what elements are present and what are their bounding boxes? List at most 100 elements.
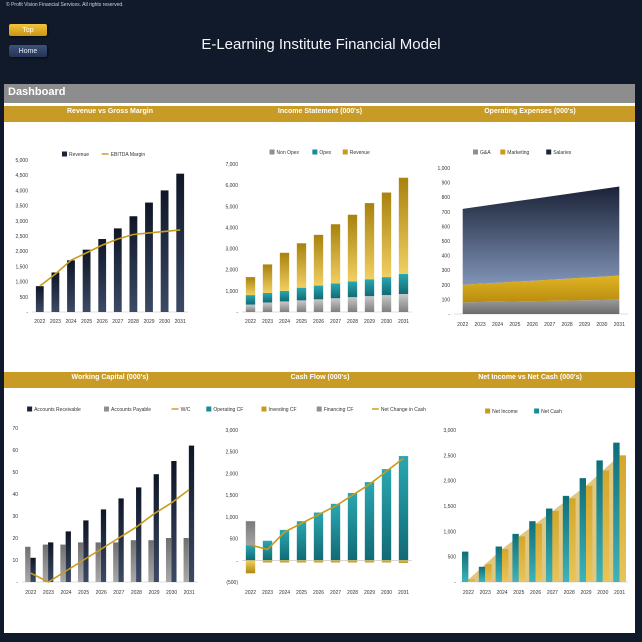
revenue-bar — [313, 234, 324, 286]
y-tick-label: 1,500 — [225, 493, 238, 499]
y-tick-label: 4,000 — [225, 225, 238, 231]
y-tick-label: 60 — [12, 448, 18, 454]
y-tick-label: (500) — [226, 580, 238, 586]
y-tick-label: 2,500 — [15, 234, 28, 240]
x-tick-label: 2030 — [381, 590, 392, 596]
accounts-receivable-bar — [100, 509, 107, 582]
operating-cf-bar — [296, 521, 307, 561]
legend-swatch — [342, 149, 348, 155]
ga-area — [462, 299, 620, 314]
net-cash-bar — [579, 478, 586, 582]
revenue-bar — [245, 277, 256, 296]
net-income-bar — [502, 549, 509, 582]
y-tick-label: 70 — [12, 426, 18, 432]
y-tick-label: - — [454, 580, 456, 586]
revenue-bar — [129, 216, 138, 312]
accounts-receivable-bar — [48, 542, 54, 582]
accounts-receivable-bar — [30, 557, 36, 582]
net-cash-bar — [512, 533, 519, 582]
x-tick-label: 2023 — [480, 590, 491, 596]
legend-swatch — [534, 408, 540, 414]
y-tick-label: 2,000 — [225, 268, 238, 274]
net-income-bar — [485, 564, 492, 582]
revenue-bar — [67, 260, 75, 312]
y-tick-label: 1,000 — [443, 529, 456, 535]
x-tick-label: 2025 — [296, 319, 307, 325]
legend-label: Revenue — [350, 150, 370, 156]
legend-swatch — [546, 149, 552, 155]
operating-cf-bar — [279, 529, 290, 561]
operating-cf-bar — [330, 503, 341, 561]
opex-bar — [245, 295, 256, 305]
x-tick-label: 2028 — [131, 590, 142, 596]
net-income-bar — [518, 536, 526, 582]
x-tick-label: 2028 — [347, 590, 358, 596]
x-tick-label: 2030 — [159, 319, 170, 325]
accounts-payable-bar — [165, 538, 172, 582]
accounts-payable-bar — [95, 542, 101, 582]
opex-bar — [262, 292, 273, 303]
opex-bar — [398, 273, 409, 295]
y-tick-label: 6,000 — [225, 183, 238, 189]
y-tick-label: 20 — [12, 536, 18, 542]
investing-cf-bar — [313, 560, 324, 563]
opex-bar — [381, 277, 392, 296]
y-tick-label: 4,500 — [15, 173, 28, 179]
operating-cf-bar — [245, 545, 256, 561]
ni-chart: - 500 1,000 1,500 2,000 2,500 3,000 2022 2023 202… — [443, 408, 628, 596]
net-cash-bar — [562, 495, 570, 582]
dashboard-header-bar — [4, 84, 635, 103]
x-tick-label: 2031 — [184, 590, 195, 596]
revenue-bar — [145, 202, 153, 312]
y-tick-label: 500 — [448, 555, 457, 561]
x-tick-label: 2025 — [78, 590, 89, 596]
legend-swatch — [269, 149, 275, 155]
revenue-bar — [35, 286, 44, 312]
ni-chart-title: Net Income vs Net Cash (000's) — [478, 374, 582, 381]
opex-bar — [364, 279, 375, 297]
legend-label: Net Change in Cash — [381, 407, 426, 413]
y-tick-label: - — [16, 580, 18, 586]
x-tick-label: 2031 — [398, 319, 409, 325]
revenue-bar — [381, 192, 392, 278]
accounts-payable-bar — [148, 540, 154, 582]
x-tick-label: 2026 — [313, 319, 324, 325]
operating-cf-bar — [364, 482, 375, 561]
y-tick-label: 50 — [12, 470, 18, 476]
y-tick-label: 1,000 — [225, 515, 238, 521]
y-tick-label: 1,000 — [225, 289, 238, 295]
revenue-bar — [330, 224, 341, 284]
x-tick-label: 2026 — [97, 319, 108, 325]
y-tick-label: 1,000 — [437, 166, 450, 172]
x-tick-label: 2026 — [313, 590, 324, 596]
x-tick-label: 2030 — [596, 322, 607, 328]
net-cash-bar — [546, 508, 553, 582]
top-button[interactable]: Top — [9, 24, 47, 36]
legend-label: Opex — [319, 150, 331, 156]
x-tick-label: 2027 — [547, 590, 558, 596]
home-button[interactable]: Home — [9, 45, 47, 57]
y-tick-label: 3,000 — [225, 247, 238, 253]
x-tick-label: 2026 — [96, 590, 107, 596]
x-tick-label: 2030 — [166, 590, 177, 596]
legend-label: Net Cash — [541, 409, 562, 415]
opex-bar — [330, 283, 341, 299]
net-income-bar — [569, 498, 576, 582]
y-tick-label: 1,500 — [15, 264, 28, 270]
net-income-bar — [602, 470, 610, 582]
revenue-bar — [176, 173, 185, 312]
legend-swatch — [312, 149, 318, 155]
accounts-receivable-bar — [188, 445, 195, 582]
revenue-bar — [279, 252, 290, 291]
chart-row-1-band — [4, 106, 635, 122]
x-tick-label: 2022 — [457, 322, 468, 328]
investing-cf-bar — [262, 560, 273, 563]
x-tick-label: 2023 — [43, 590, 54, 596]
y-tick-label: - — [236, 310, 238, 316]
revenue-bar — [296, 243, 307, 288]
x-tick-label: 2024 — [492, 322, 503, 328]
x-tick-label: 2029 — [364, 319, 375, 325]
legend-label: Marketing — [507, 150, 529, 156]
y-tick-label: 900 — [442, 181, 451, 187]
dashboard-label: Dashboard — [8, 86, 66, 98]
